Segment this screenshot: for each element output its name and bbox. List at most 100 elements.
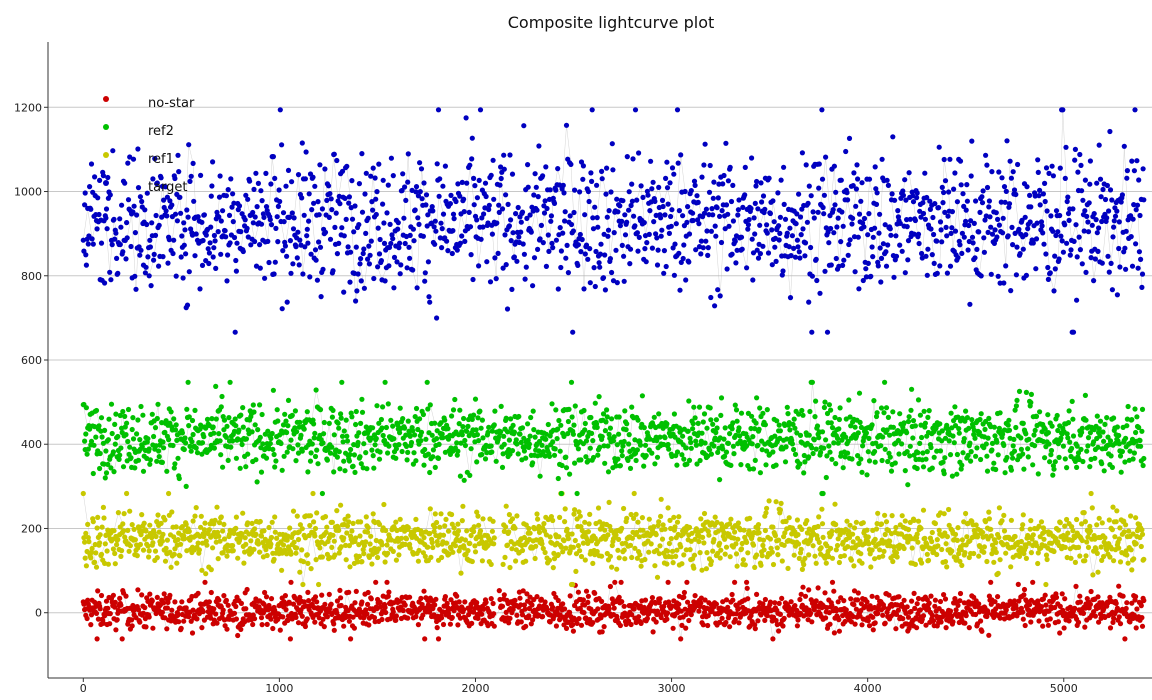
data-point bbox=[946, 506, 952, 513]
data-point bbox=[924, 541, 930, 547]
data-point bbox=[370, 453, 376, 459]
data-point bbox=[950, 433, 956, 439]
data-point bbox=[1057, 603, 1063, 610]
data-point bbox=[108, 401, 115, 407]
data-point bbox=[190, 607, 196, 613]
data-point bbox=[484, 450, 490, 456]
data-point bbox=[741, 527, 747, 533]
data-point bbox=[1133, 541, 1139, 547]
data-point bbox=[412, 414, 418, 420]
data-point bbox=[708, 451, 715, 457]
data-point bbox=[631, 606, 637, 612]
data-point bbox=[997, 557, 1003, 563]
data-point bbox=[125, 438, 131, 445]
data-point bbox=[201, 527, 207, 533]
data-point bbox=[988, 526, 994, 532]
data-point bbox=[93, 434, 99, 440]
data-point bbox=[988, 579, 994, 585]
data-point bbox=[766, 498, 772, 504]
data-point bbox=[648, 541, 654, 547]
data-point bbox=[832, 414, 838, 421]
data-point bbox=[317, 407, 324, 413]
data-point bbox=[630, 446, 636, 452]
data-point bbox=[1062, 544, 1068, 551]
data-point bbox=[967, 440, 973, 446]
data-point bbox=[304, 409, 310, 415]
data-point bbox=[289, 412, 295, 418]
data-point bbox=[929, 465, 935, 471]
data-point bbox=[372, 442, 378, 448]
data-point bbox=[604, 407, 610, 413]
data-point bbox=[515, 451, 521, 457]
data-point bbox=[319, 554, 325, 560]
data-point bbox=[895, 607, 902, 613]
data-point bbox=[957, 558, 963, 565]
data-point bbox=[950, 619, 956, 625]
data-point bbox=[665, 505, 671, 511]
data-point bbox=[646, 549, 652, 555]
data-point bbox=[808, 610, 814, 616]
data-point bbox=[931, 618, 937, 624]
data-point bbox=[510, 422, 516, 428]
data-point bbox=[223, 434, 229, 440]
data-point bbox=[258, 615, 265, 621]
data-point bbox=[851, 588, 858, 594]
data-point bbox=[1090, 572, 1096, 578]
data-point bbox=[638, 620, 644, 627]
data-point bbox=[938, 619, 944, 625]
data-point bbox=[140, 547, 147, 553]
data-point bbox=[123, 593, 129, 599]
data-point bbox=[768, 545, 774, 551]
data-point bbox=[402, 425, 408, 431]
data-point bbox=[643, 453, 649, 459]
data-point bbox=[541, 521, 547, 527]
data-point bbox=[97, 450, 103, 457]
data-point bbox=[620, 443, 626, 449]
data-point bbox=[139, 592, 145, 598]
data-point bbox=[369, 561, 375, 567]
data-point bbox=[86, 539, 92, 545]
data-point bbox=[193, 445, 199, 451]
data-point bbox=[802, 593, 809, 599]
data-point bbox=[921, 408, 927, 414]
data-point bbox=[796, 555, 802, 562]
data-point bbox=[298, 432, 304, 438]
data-point bbox=[1075, 619, 1082, 625]
data-point bbox=[683, 625, 689, 631]
data-point bbox=[642, 556, 648, 563]
data-point bbox=[120, 521, 126, 527]
data-point bbox=[704, 425, 710, 431]
data-point bbox=[405, 418, 411, 424]
data-point bbox=[823, 437, 829, 443]
data-point bbox=[904, 449, 910, 455]
data-point bbox=[279, 567, 285, 573]
data-point bbox=[444, 540, 450, 546]
data-point bbox=[491, 611, 497, 617]
data-point bbox=[810, 543, 816, 549]
data-point bbox=[206, 527, 212, 533]
data-point bbox=[565, 431, 571, 437]
data-point bbox=[388, 417, 394, 423]
chart-title: Composite lightcurve plot bbox=[508, 13, 715, 32]
data-point bbox=[149, 598, 155, 604]
data-point bbox=[167, 592, 173, 599]
data-point bbox=[366, 622, 372, 628]
data-point bbox=[860, 520, 866, 526]
data-point bbox=[98, 551, 105, 558]
data-point bbox=[942, 596, 949, 602]
data-point bbox=[290, 601, 297, 607]
data-point bbox=[522, 606, 528, 612]
data-point bbox=[756, 426, 762, 432]
data-point bbox=[393, 617, 399, 623]
data-point bbox=[221, 593, 227, 599]
data-point bbox=[91, 442, 97, 448]
data-point bbox=[435, 455, 442, 461]
data-point bbox=[1141, 556, 1147, 562]
data-point bbox=[578, 553, 585, 560]
data-point bbox=[902, 518, 908, 524]
data-point bbox=[1011, 448, 1018, 454]
data-point bbox=[213, 416, 219, 422]
data-point bbox=[902, 468, 908, 474]
data-point bbox=[215, 529, 221, 536]
data-point bbox=[609, 416, 615, 422]
